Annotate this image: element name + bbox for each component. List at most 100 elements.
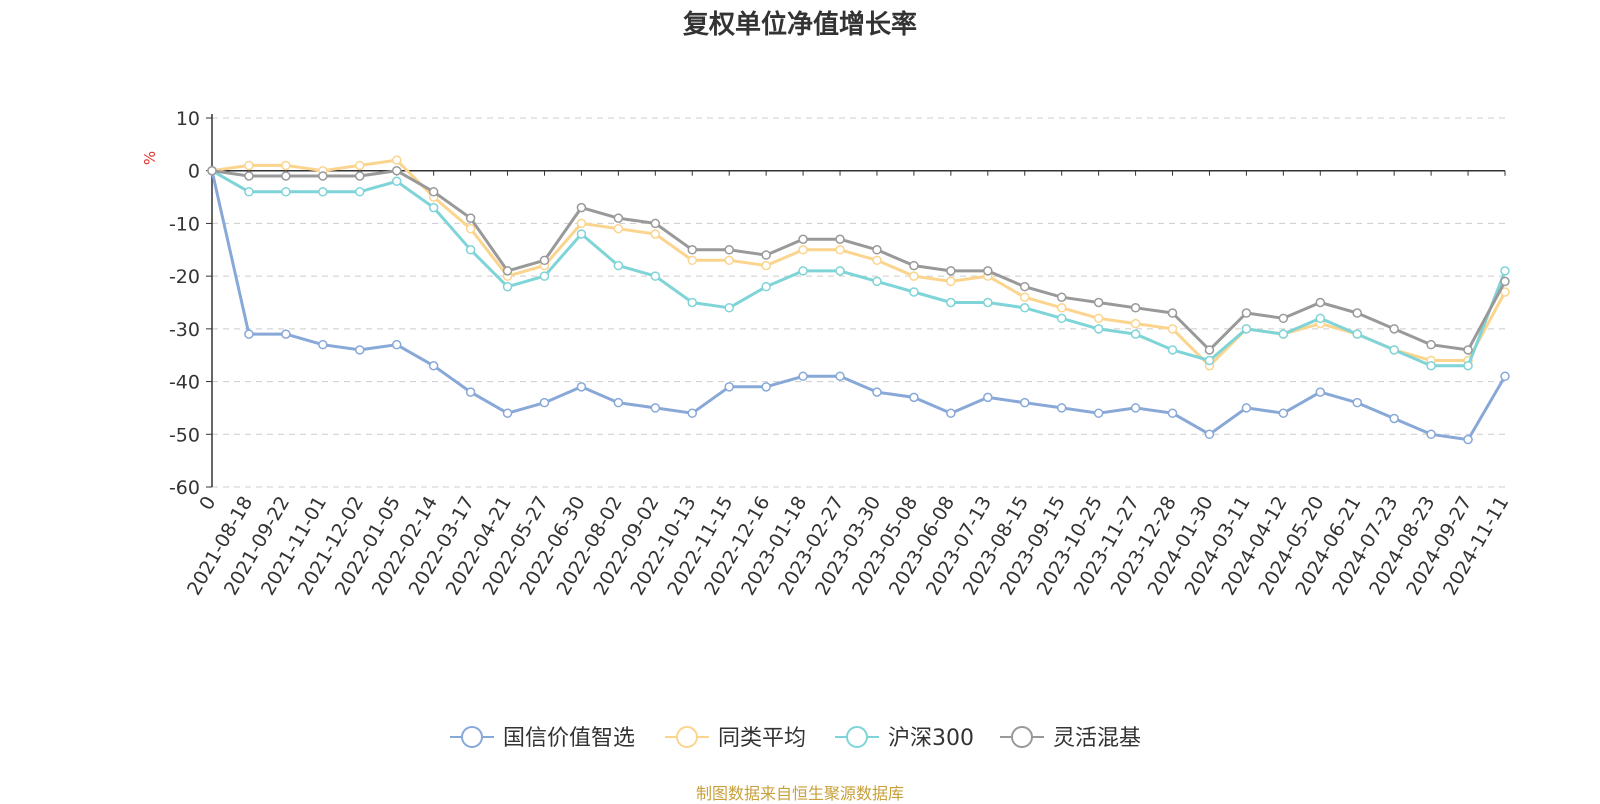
x-tick-label: 0 — [195, 493, 220, 514]
data-point — [539, 397, 550, 408]
data-point — [1241, 403, 1252, 413]
data-point — [946, 408, 956, 418]
data-point — [539, 255, 550, 266]
data-point — [355, 171, 365, 181]
y-axis-label: % — [141, 151, 159, 165]
data-point — [724, 255, 734, 266]
data-point — [465, 223, 476, 234]
y-tick-label: 10 — [176, 108, 200, 130]
data-point — [613, 223, 624, 234]
data-point — [835, 371, 845, 382]
series-line — [210, 170, 1507, 442]
data-point — [465, 387, 476, 397]
legend-label: 同类平均 — [718, 726, 806, 751]
data-point — [835, 245, 845, 255]
data-point — [687, 255, 698, 266]
data-point — [244, 171, 254, 181]
series-line — [211, 169, 1507, 368]
data-point — [539, 271, 550, 281]
data-point — [1130, 403, 1141, 413]
data-point — [1278, 313, 1289, 324]
legend-item-3[interactable]: 沪深300 — [835, 726, 974, 751]
data-point — [1241, 308, 1252, 318]
grid-layer — [212, 117, 1505, 488]
data-point — [724, 245, 734, 255]
data-point — [1463, 345, 1473, 355]
data-point — [909, 287, 919, 297]
data-point — [391, 339, 402, 350]
y-tick-label: -60 — [169, 477, 200, 499]
series-line — [211, 158, 1507, 368]
data-point — [761, 260, 771, 271]
data-point — [798, 234, 808, 244]
data-point — [1093, 408, 1104, 418]
data-point — [872, 255, 882, 266]
y-tick-label: -50 — [169, 424, 200, 446]
data-point — [1241, 324, 1252, 334]
data-point — [613, 213, 624, 223]
legend-item-2[interactable]: 同类平均 — [665, 726, 806, 751]
data-point — [244, 329, 254, 339]
legend-item-1[interactable]: 国信价值智选 — [450, 726, 635, 751]
y-tick-label: 0 — [188, 161, 200, 183]
data-point — [1093, 324, 1104, 334]
data-point — [428, 361, 439, 371]
data-point — [1352, 329, 1362, 339]
data-point — [1315, 297, 1326, 308]
data-point — [613, 397, 624, 408]
data-point — [761, 281, 771, 292]
data-point — [650, 229, 661, 239]
data-point — [502, 266, 513, 276]
data-point — [909, 260, 919, 271]
y-tick-label: -20 — [169, 266, 200, 288]
data-point — [1019, 397, 1030, 408]
data-point — [761, 382, 771, 392]
data-point — [983, 392, 993, 403]
data-point — [909, 271, 919, 281]
y-tick-label: -30 — [169, 319, 200, 341]
data-point — [1352, 308, 1362, 318]
data-point — [1093, 297, 1104, 308]
data-point — [576, 218, 587, 229]
data-point — [1278, 408, 1289, 418]
data-point — [1204, 429, 1215, 440]
data-point — [391, 176, 402, 187]
data-point — [502, 281, 513, 292]
data-point — [835, 266, 845, 276]
data-point — [835, 234, 845, 244]
data-point — [576, 382, 587, 392]
data-point — [1315, 313, 1326, 324]
data-point — [613, 260, 624, 271]
data-point — [1130, 329, 1141, 339]
data-point — [1167, 408, 1178, 418]
data-point — [1019, 292, 1030, 302]
data-point — [687, 297, 698, 308]
data-point — [687, 408, 698, 418]
data-point — [1500, 266, 1510, 276]
data-point — [1204, 355, 1215, 366]
data-point — [946, 297, 956, 308]
data-point — [1463, 361, 1473, 371]
y-tick-label: -40 — [169, 372, 200, 394]
data-point — [798, 266, 808, 276]
data-point — [465, 245, 476, 255]
data-point — [1315, 387, 1326, 397]
x-tick-labels: 02021-08-182021-09-222021-11-012021-12-0… — [183, 493, 1513, 600]
data-point — [872, 245, 882, 255]
data-point — [391, 155, 402, 165]
chart-title: 复权单位净值增长率 — [682, 10, 917, 40]
data-point — [1019, 281, 1030, 292]
data-point — [281, 187, 291, 197]
data-point — [650, 218, 661, 229]
data-point — [281, 329, 291, 339]
data-point — [207, 165, 217, 176]
legend-marker — [461, 726, 483, 748]
data-point — [1426, 361, 1436, 371]
series-layer — [207, 155, 1510, 445]
data-point — [1056, 292, 1067, 302]
legend-label: 国信价值智选 — [503, 726, 635, 751]
data-point — [872, 276, 882, 287]
data-point — [355, 345, 365, 355]
legend[interactable]: 国信价值智选 同类平均 沪深300 灵活混基 — [450, 726, 1141, 751]
legend-item-4[interactable]: 灵活混基 — [1000, 726, 1141, 751]
